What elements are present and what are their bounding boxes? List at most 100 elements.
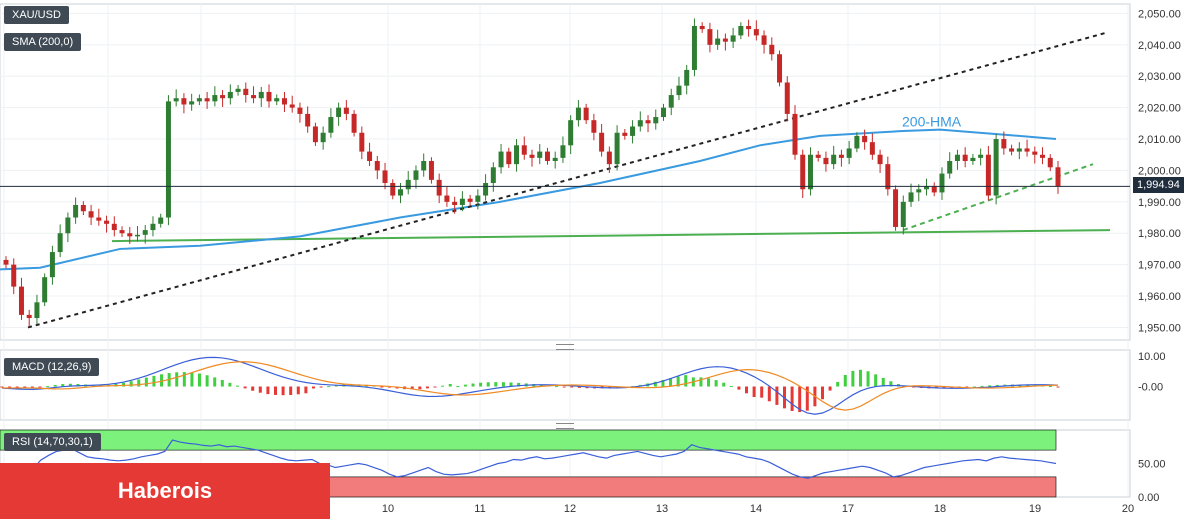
macd-histogram-bar: [296, 386, 300, 395]
candle-body: [490, 167, 496, 183]
candle-body: [88, 211, 94, 218]
pane-resize-handle[interactable]: [556, 344, 574, 350]
macd-histogram-bar: [972, 386, 976, 388]
macd-histogram-bar: [220, 379, 224, 387]
macd-histogram-bar: [722, 382, 726, 387]
candle-body: [475, 195, 481, 202]
dashed-support-line: [902, 163, 1094, 232]
candle-body: [1016, 148, 1022, 152]
candle-body: [978, 154, 984, 158]
candle-body: [885, 164, 891, 190]
macd-histogram-bar: [152, 375, 156, 387]
candle-body: [846, 148, 852, 158]
candle-body: [614, 132, 620, 165]
candle-body: [630, 126, 636, 136]
macd-histogram-bar: [486, 382, 490, 387]
candle-body: [343, 107, 349, 114]
macd-histogram-bar: [669, 378, 673, 387]
macd-histogram-bar: [874, 374, 878, 387]
candle-body: [1024, 148, 1030, 152]
candle-body: [707, 29, 713, 45]
candle-body: [127, 233, 133, 237]
candle-body: [212, 95, 218, 102]
candle-body: [862, 135, 868, 143]
macd-histogram-bar: [175, 372, 179, 387]
candle-body: [312, 126, 318, 143]
macd-histogram-bar: [760, 386, 764, 398]
macd-histogram-bar: [517, 382, 521, 387]
candle-body: [498, 151, 504, 168]
macd-histogram-bar: [205, 375, 209, 387]
pane-resize-handle[interactable]: [556, 423, 574, 429]
y-tick-label: 1,980.00: [1138, 228, 1181, 240]
candle-body: [158, 217, 164, 224]
candle-body: [908, 192, 914, 202]
macd-histogram-bar: [661, 379, 665, 387]
candle-body: [924, 186, 929, 190]
candle-body: [382, 170, 388, 183]
candle-body: [398, 189, 403, 196]
candle-body: [637, 120, 643, 127]
macd-histogram-bar: [380, 386, 384, 388]
candle-body: [893, 189, 899, 227]
macd-histogram-bar: [1056, 386, 1060, 388]
macd-histogram-bar: [15, 386, 19, 388]
brand-watermark: Haberois: [0, 463, 330, 519]
candle-body: [676, 85, 682, 96]
candle-body: [266, 91, 272, 102]
candle-body: [196, 98, 202, 102]
candle-body: [807, 154, 813, 190]
macd-histogram-bar: [122, 382, 126, 387]
x-tick-label: 20: [1122, 503, 1134, 515]
macd-histogram-bar: [137, 379, 141, 387]
macd-histogram-bar: [30, 386, 34, 389]
candle-body: [668, 95, 674, 108]
candle-body: [699, 25, 705, 30]
macd-histogram-bar: [61, 384, 65, 387]
macd-histogram-bar: [767, 386, 771, 402]
candle-body: [537, 151, 543, 158]
symbol-label[interactable]: XAU/USD: [4, 6, 69, 24]
candle-body: [3, 259, 9, 265]
candle-body: [65, 217, 71, 234]
macd-histogram-bar: [68, 383, 72, 387]
candle-body: [467, 198, 473, 202]
macd-histogram-bar: [828, 386, 832, 391]
macd-histogram-bar: [327, 386, 331, 388]
candle-body: [761, 35, 767, 45]
candle-body: [227, 91, 233, 99]
y-tick-label: 1,950.00: [1138, 322, 1181, 334]
macd-histogram-bar: [182, 372, 186, 387]
candle-body: [529, 154, 535, 158]
candle-body: [274, 98, 280, 102]
candle-body: [359, 132, 365, 152]
y-tick-label: 2,040.00: [1138, 40, 1181, 52]
candle-body: [320, 132, 326, 143]
candle-body: [823, 157, 829, 165]
macd-histogram-bar: [198, 373, 202, 387]
candle-body: [1032, 151, 1038, 155]
macd-histogram-bar: [562, 386, 566, 388]
macd-histogram-bar: [289, 386, 293, 395]
candle-body: [1047, 157, 1053, 168]
sma-indicator-label[interactable]: SMA (200,0): [4, 33, 82, 51]
candle-body: [738, 25, 744, 36]
candle-body: [831, 154, 837, 165]
x-tick-label: 10: [382, 503, 394, 515]
candle-body: [722, 38, 728, 42]
candle-body: [939, 173, 945, 193]
candle-body: [413, 170, 419, 180]
candle-body: [653, 117, 659, 124]
rsi-indicator-label[interactable]: RSI (14,70,30,1): [4, 433, 101, 451]
macd-y-tick-label: -0.00: [1138, 382, 1163, 394]
macd-histogram-bar: [798, 386, 802, 413]
candle-body: [792, 113, 798, 155]
candle-body: [753, 29, 759, 36]
candle-body: [521, 145, 527, 155]
macd-indicator-label[interactable]: MACD (12,26,9): [4, 358, 100, 376]
macd-histogram-bar: [707, 378, 711, 387]
macd-histogram-bar: [509, 382, 513, 387]
candle-body: [1009, 148, 1015, 152]
rsi-y-tick-label: 0.00: [1138, 492, 1159, 504]
